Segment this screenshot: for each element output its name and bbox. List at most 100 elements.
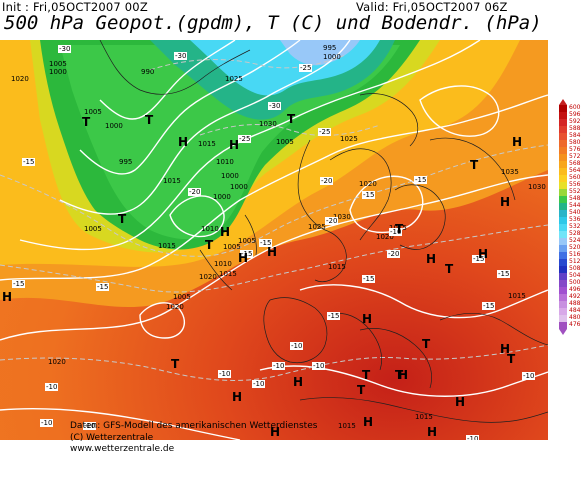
scale-label: 564	[569, 167, 581, 174]
high-pressure-marker: H	[500, 195, 511, 209]
high-pressure-marker: H	[426, 252, 437, 266]
scale-step: 548	[559, 195, 583, 203]
high-pressure-marker: H	[238, 251, 249, 265]
high-pressure-marker: H	[178, 135, 189, 149]
high-pressure-marker: H	[500, 342, 511, 356]
low-pressure-marker: T	[118, 212, 127, 226]
low-pressure-marker: T	[171, 357, 180, 371]
pressure-label: 1020	[376, 233, 394, 241]
scale-label: 580	[569, 139, 581, 146]
scale-swatch	[559, 154, 567, 161]
temperature-label: -20	[325, 217, 339, 225]
pressure-label: 990	[141, 68, 155, 76]
scale-arrow-top	[559, 99, 567, 105]
scale-swatch	[559, 231, 567, 238]
scale-step: 488	[559, 300, 583, 308]
coastlines	[99, 40, 548, 423]
scale-step: 600	[559, 104, 583, 112]
scale-swatch	[559, 105, 567, 112]
scale-swatch	[559, 322, 567, 329]
pressure-label: 1020	[199, 273, 217, 281]
scale-swatch	[559, 280, 567, 287]
scale-swatch	[559, 168, 567, 175]
temperature-label: -10	[272, 362, 286, 370]
scale-step: 568	[559, 160, 583, 168]
pressure-label: 1030	[528, 183, 546, 191]
scale-label: 596	[569, 111, 581, 118]
temperature-label: -10	[290, 342, 304, 350]
scale-swatch	[559, 182, 567, 189]
pressure-label: 1010	[214, 260, 232, 268]
temperature-label: -15	[414, 176, 428, 184]
temperature-isolines	[0, 54, 548, 381]
scale-label: 484	[569, 307, 581, 314]
pressure-label: 1020	[11, 75, 29, 83]
field-blue	[280, 40, 360, 66]
scale-step: 480	[559, 314, 583, 322]
footer-copyright: (C) Wetterzentrale	[70, 432, 154, 443]
valid-time: Valid: Fri,05OCT2007 06Z	[356, 0, 508, 14]
pressure-label: 1000	[213, 193, 231, 201]
pressure-label: 1015	[158, 242, 176, 250]
scale-label: 544	[569, 202, 581, 209]
temperature-label: -15	[240, 250, 254, 258]
low-pressure-marker: T	[205, 238, 214, 252]
scale-label: 476	[569, 321, 581, 328]
scale-label: 568	[569, 160, 581, 167]
scale-label: 496	[569, 286, 581, 293]
scale-swatch	[559, 301, 567, 308]
scale-label: 592	[569, 118, 581, 125]
scale-step: 508	[559, 265, 583, 273]
scale-step: 476	[559, 321, 583, 329]
temperature-label: -15	[362, 275, 376, 283]
pressure-label: 1030	[333, 213, 351, 221]
temperature-label: -10	[40, 419, 54, 427]
temperature-label: -10	[45, 383, 59, 391]
scale-label: 528	[569, 230, 581, 237]
pressure-label: 1035	[501, 168, 519, 176]
temperature-label: -30	[268, 102, 282, 110]
scale-step: 572	[559, 153, 583, 161]
pressure-label: 995	[119, 158, 133, 166]
scale-swatch	[559, 217, 567, 224]
scale-swatch	[559, 147, 567, 154]
scale-step: 544	[559, 202, 583, 210]
footer-data-source: Daten: GFS-Modell des amerikanischen Wet…	[70, 421, 318, 431]
scale-label: 576	[569, 146, 581, 153]
scale-swatch	[559, 175, 567, 182]
chart-header: Init : Fri,05OCT2007 00Z Valid: Fri,05OC…	[0, 0, 585, 40]
scale-swatch	[559, 126, 567, 133]
pressure-label: 1005	[84, 225, 102, 233]
pressure-label: 1025	[225, 75, 243, 83]
low-pressure-marker: T	[445, 262, 454, 276]
low-pressure-marker: T	[362, 368, 371, 382]
temperature-label: -20	[188, 188, 202, 196]
scale-step: 520	[559, 244, 583, 252]
scale-swatch	[559, 294, 567, 301]
scale-label: 488	[569, 300, 581, 307]
scale-step: 588	[559, 125, 583, 133]
low-pressure-marker: T	[82, 115, 91, 129]
geopotential-isolines	[0, 40, 548, 440]
high-pressure-marker: H	[220, 225, 231, 239]
scale-swatch	[559, 245, 567, 252]
scale-step: 540	[559, 209, 583, 217]
low-pressure-marker: T	[395, 222, 404, 236]
high-pressure-marker: H	[232, 390, 243, 404]
scale-swatch	[559, 308, 567, 315]
pressure-label: 1005	[173, 293, 191, 301]
low-pressure-marker: T	[395, 368, 404, 382]
scale-label: 520	[569, 244, 581, 251]
temperature-label: -15	[12, 280, 26, 288]
pressure-label: 1000	[323, 53, 341, 61]
scale-arrow-bottom	[559, 329, 567, 335]
temperature-label: -15	[327, 312, 341, 320]
scale-label: 512	[569, 258, 581, 265]
low-pressure-marker: T	[507, 352, 516, 366]
pressure-label: 1015	[163, 177, 181, 185]
scale-step: 512	[559, 258, 583, 266]
scale-label: 532	[569, 223, 581, 230]
temperature-label: -15	[497, 270, 511, 278]
pressure-label: 1015	[508, 292, 526, 300]
scale-label: 504	[569, 272, 581, 279]
